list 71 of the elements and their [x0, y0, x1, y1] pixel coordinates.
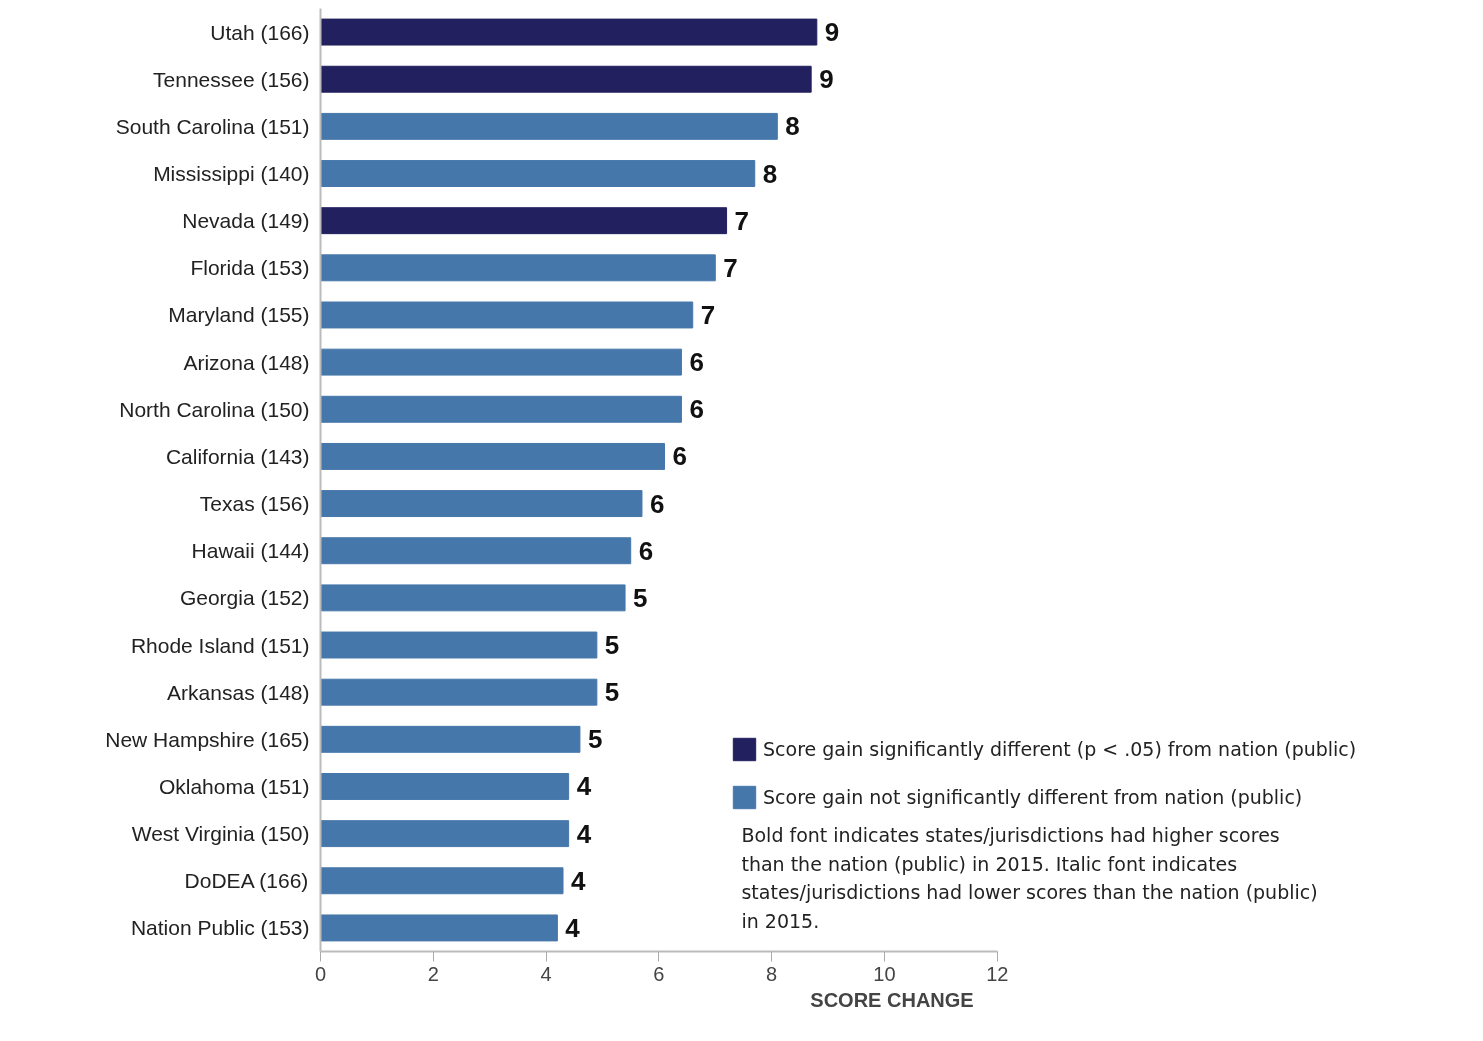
y-tick-label: California (143): [165, 444, 310, 468]
y-tick-label: Nevada (149): [182, 209, 310, 233]
y-tick-label: DoDEA (166): [184, 869, 309, 893]
annotation: Bold font indicates states/jurisdictions had higher scores than the nation (public) in 2015. Italic font indicates states/jurisdictions had lower scores than the nation (public) in 2015.: [741, 824, 1318, 932]
data-label: 8: [785, 111, 800, 142]
data-label: 6: [672, 441, 687, 472]
bar: [320, 867, 564, 895]
data-label: 7: [700, 299, 716, 330]
bar: [320, 584, 626, 612]
y-tick-label: Nation Public (153): [130, 916, 310, 940]
data-label: 7: [723, 252, 738, 283]
bar: [320, 18, 818, 46]
y-tick-label: Hawaii (144): [191, 539, 310, 563]
y-tick-label: Arkansas (148): [167, 680, 310, 704]
y-tick-label: Oklahoma (151): [158, 774, 310, 798]
data-label: 6: [689, 394, 704, 425]
y-tick-label: Utah (166): [210, 20, 310, 44]
data-label: 5: [604, 677, 620, 708]
bar: [320, 490, 643, 518]
bar: [320, 207, 728, 235]
bar: [320, 348, 682, 376]
x-tick-label: 4: [540, 962, 552, 985]
y-tick-label: Tennessee (156): [153, 67, 310, 91]
y-tick-label: Rhode Island (151): [130, 633, 310, 657]
x-tick-label: 8: [766, 962, 778, 985]
bar: [320, 395, 682, 423]
x-tick-label: 2: [427, 962, 439, 985]
data-label: 4: [571, 865, 587, 896]
x-tick-label: 0: [314, 962, 327, 985]
data-label: 7: [734, 205, 750, 236]
bar: [320, 773, 570, 800]
data-label: 5: [633, 582, 648, 613]
data-label: 5: [587, 724, 603, 755]
legend-label: Score gain significantly different (p < .05) from nation (public): [763, 738, 1357, 760]
y-tick-label: Arizona (148): [183, 350, 310, 374]
y-tick-label: South Carolina (151): [115, 114, 310, 138]
x-tick-label: 10: [873, 962, 896, 985]
data-label: 6: [638, 535, 654, 566]
x-axis-title: SCORE CHANGE: [810, 988, 974, 1011]
data-label: 6: [689, 347, 704, 378]
data-label: 4: [565, 912, 581, 943]
bar: [320, 301, 694, 329]
bar: [320, 631, 598, 659]
y-tick-label: North Carolina (150): [119, 397, 310, 421]
bar: [320, 725, 581, 753]
data-label: 9: [819, 64, 834, 95]
x-tick-label: 6: [653, 962, 665, 985]
y-tick-label: Mississippi (140): [153, 162, 310, 186]
data-label: 6: [649, 488, 665, 519]
data-label: 5: [604, 630, 620, 661]
bar: [320, 820, 570, 848]
data-label: 4: [576, 771, 592, 802]
legend-label: Score gain not significantly different from nation (public): [763, 786, 1303, 808]
y-tick-label: New Hampshire (165): [105, 727, 310, 751]
bar: [320, 442, 666, 470]
y-tick-label: Florida (153): [190, 256, 310, 280]
y-tick-label: Texas (156): [199, 492, 310, 516]
bar: [320, 65, 812, 93]
bar: [320, 254, 716, 282]
data-label: 8: [762, 158, 778, 189]
x-tick-label: 12: [986, 962, 1009, 985]
bar: [320, 914, 558, 942]
y-tick-label: Maryland (155): [168, 303, 310, 327]
bar: [320, 160, 756, 187]
data-label: 4: [576, 818, 592, 849]
bar: [320, 112, 778, 140]
data-label: 9: [824, 17, 840, 48]
y-tick-label: West Virginia (150): [131, 822, 310, 846]
bar: [320, 537, 632, 565]
y-tick-label: Georgia (152): [179, 586, 310, 610]
bar: [320, 678, 598, 706]
